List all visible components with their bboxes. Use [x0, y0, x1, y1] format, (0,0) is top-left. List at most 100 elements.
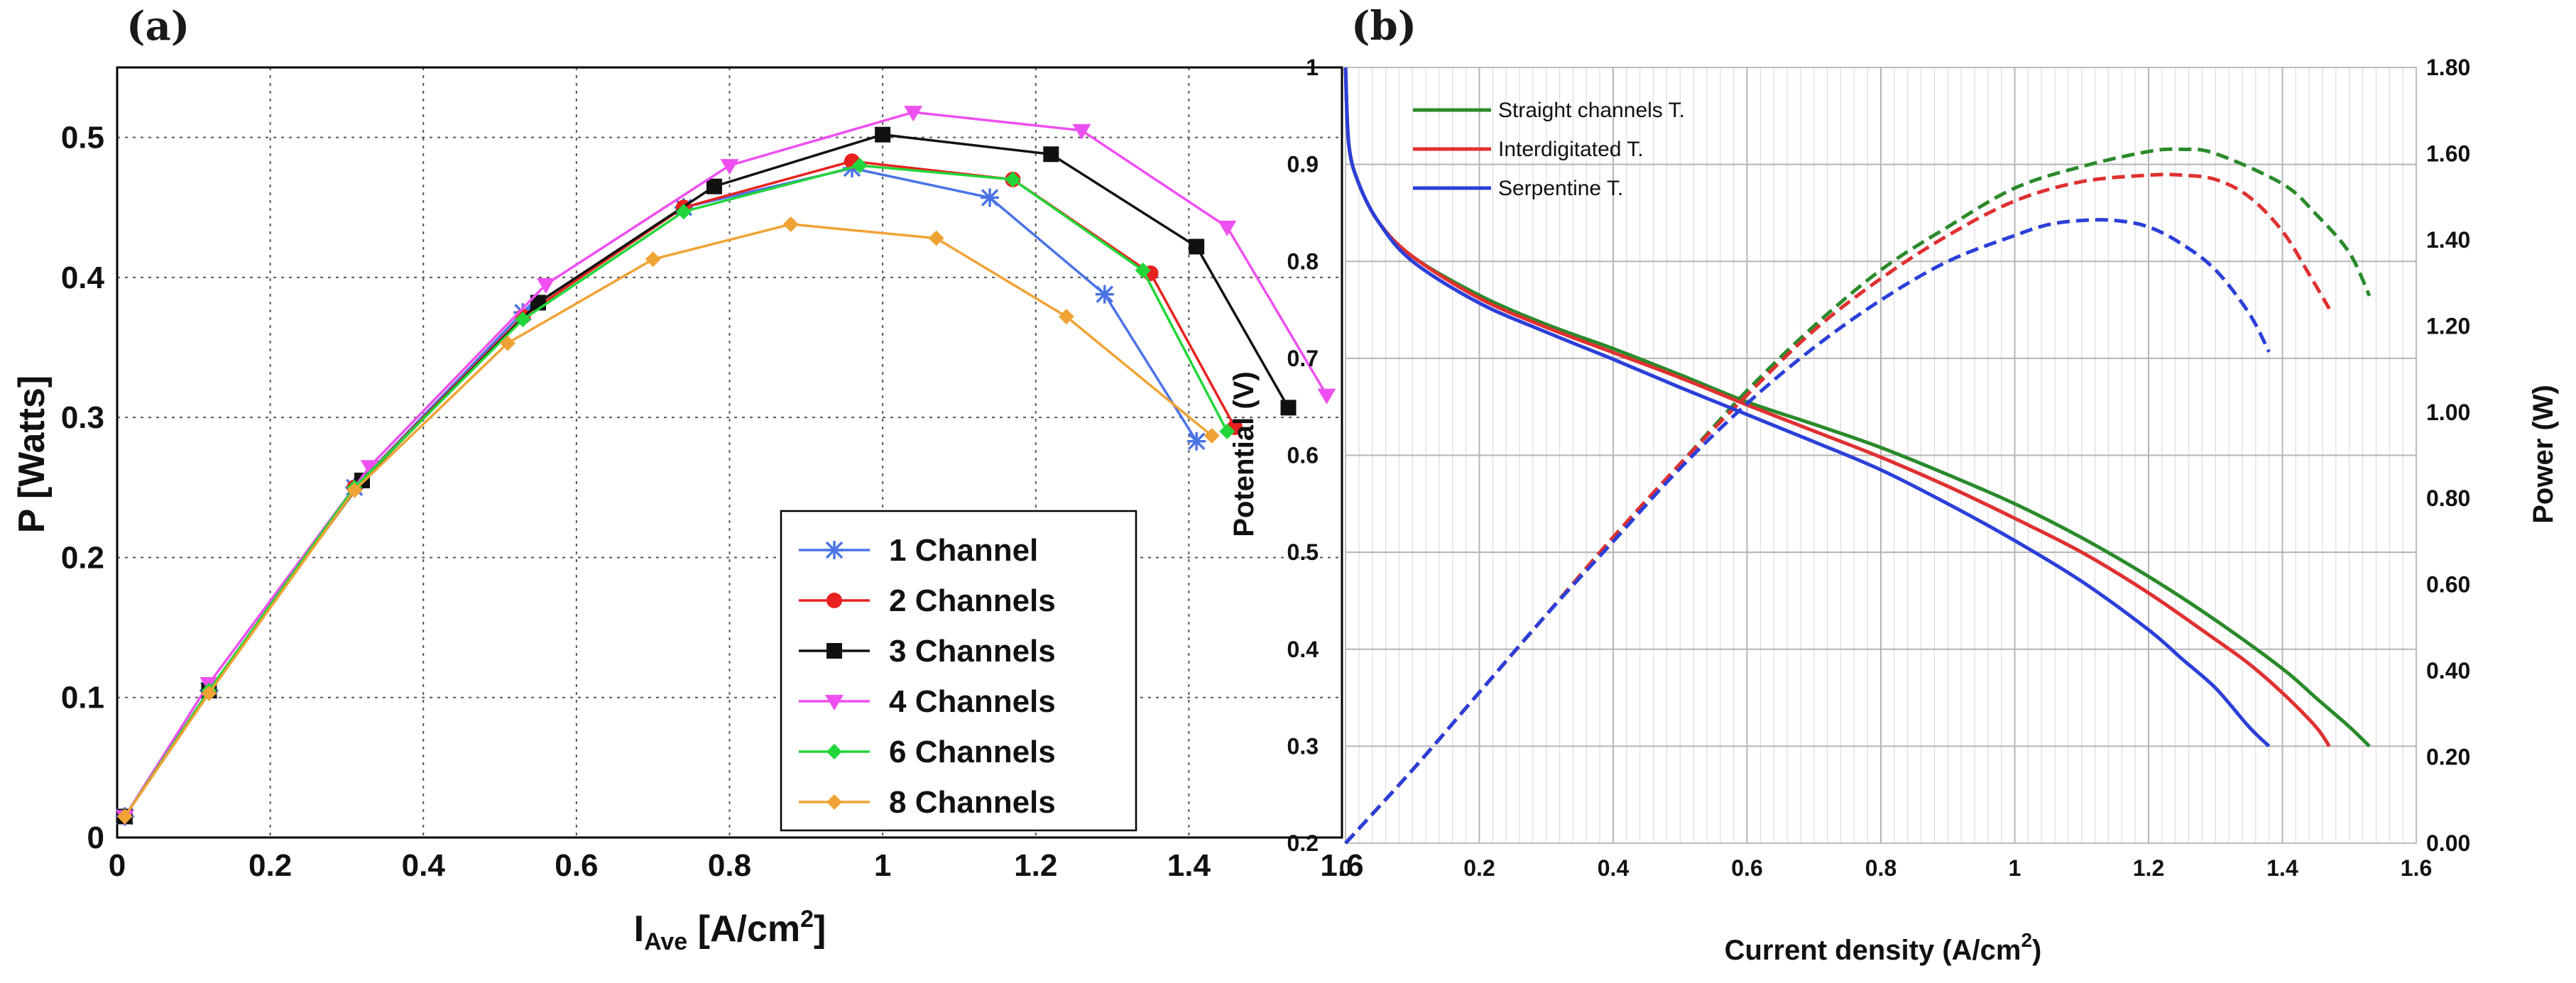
- panel-a-data-point: [706, 178, 722, 194]
- panel-a-data-point: [1219, 423, 1235, 439]
- panel-a-legend-label: 6 Channels: [889, 735, 1056, 769]
- panel-a-x-label-sub: Ave: [644, 928, 687, 955]
- panel-b-legend-item: Interdigitated T.: [1413, 138, 1644, 161]
- panel-a-data-point: [720, 159, 739, 175]
- panel-a-legend-marker: [826, 593, 842, 608]
- panel-b-legend-item: Serpentine T.: [1413, 177, 1623, 200]
- panel-a-x-ticks: 0 0.2 0.4 0.6 0.8 1 1.2 1.4 1.6: [109, 848, 1364, 883]
- panel-a-y-tick-label: 0.1: [61, 681, 104, 715]
- panel-b-potential-curve: [1343, 67, 2271, 748]
- panel-a-legend-item: 1 Channel: [799, 533, 1038, 568]
- panel-a-x-tick-label: 0: [109, 848, 126, 883]
- panel-b-x-tick-label: 0.6: [1731, 855, 1762, 881]
- panel-a-y-tick-label: 0.2: [61, 540, 104, 575]
- panel-a-data-point: [1218, 220, 1237, 236]
- panel-a-series-6: [116, 216, 1220, 825]
- panel-b-series: [1343, 67, 2372, 845]
- panel-a-legend: 1 Channel 2 Channels 3 Channels 4 Channels 6…: [780, 510, 1137, 832]
- panel-a-legend-item: 4 Channels: [799, 684, 1056, 719]
- panel-a-data-point: [1095, 285, 1114, 304]
- panel-a: (a) 0 0.2 0.4 0.6 0.8 1 1.2 1.4 1.6 00.10.20.30.…: [11, 3, 1364, 955]
- panel-a-x-label-rest: [A/cm: [687, 908, 800, 950]
- panel-b-y2-tick-label: 1.80: [2426, 55, 2470, 80]
- panel-a-x-tick-label: 0.4: [402, 848, 446, 883]
- panel-a-x-axis-label: IAve [A/cm2]: [634, 906, 826, 955]
- panel-b-legend-label: Straight channels T.: [1498, 99, 1685, 122]
- panel-a-legend-label: 1 Channel: [889, 533, 1038, 568]
- panel-a-data-point: [360, 460, 379, 476]
- panel-b-y-tick-label: 0.6: [1287, 443, 1319, 468]
- panel-b-y-tick-label: 0.8: [1287, 248, 1319, 274]
- panel-a-y-axis-label: P [Watts]: [11, 375, 53, 533]
- panel-a-data-point: [1280, 400, 1297, 416]
- panel-a-data-point: [981, 188, 1000, 207]
- panel-b-plot-frame: [1345, 67, 2417, 844]
- panel-b-power-curve: [1344, 218, 2271, 845]
- panel-a-data-point: [201, 685, 217, 701]
- panel-a-x-label-sup: 2: [800, 906, 814, 933]
- panel-a-legend-label: 8 Channels: [889, 785, 1056, 820]
- panel-b-y-tick-label: 0.3: [1287, 733, 1319, 759]
- panel-a-y-tick-label: 0.5: [61, 121, 104, 155]
- panel-a-x-tick-label: 0.8: [708, 848, 751, 883]
- panel-b-y2-tick-label: 0.40: [2426, 658, 2470, 683]
- panel-b-y-tick-label: 0.9: [1287, 152, 1319, 177]
- panel-a-legend-box: [780, 510, 1137, 832]
- panel-a-legend-marker: [826, 643, 842, 659]
- panel-a-y-ticks: 0 0.1 0.2 0.3 0.4 0.5: [61, 121, 105, 855]
- panel-a-y-tick-label: 0.4: [61, 260, 105, 295]
- panel-b-x-axis-label: Current density (A/cm2): [1725, 929, 2042, 966]
- panel-a-x-tick-label: 0.2: [249, 848, 292, 883]
- panel-a-legend-marker: [826, 744, 842, 759]
- panel-b-y-tick-label: 0.4: [1287, 637, 1319, 662]
- panel-a-data-point: [851, 158, 868, 174]
- panel-a-data-point: [346, 482, 363, 498]
- panel-b-y2-tick-label: 0.20: [2426, 745, 2470, 770]
- panel-b-y-tick-label: 0.2: [1287, 830, 1319, 856]
- panel-a-data-point: [536, 278, 555, 294]
- panel-b-y-ticks: 0.2 0.3 0.4 0.5 0.6 0.7 0.8 0.9 1: [1287, 55, 1319, 856]
- panel-a-data-point: [904, 106, 923, 122]
- panel-a-data-point: [1187, 432, 1206, 451]
- panel-a-data-point: [675, 204, 692, 220]
- panel-b-y-tick-label: 0.5: [1287, 539, 1319, 565]
- panel-b-x-tick-label: 1: [2009, 855, 2021, 881]
- panel-b-x-ticks: 0 0.2 0.4 0.6 0.8 1 1.2 1.4 1.6: [1339, 855, 2432, 881]
- panel-a-data-point: [1058, 309, 1074, 325]
- panel-a-data-point: [1204, 427, 1220, 444]
- panel-b-power-curve: [1344, 172, 2331, 845]
- panel-b-potential-curve: [1343, 67, 2331, 747]
- panel-a-legend-label: 4 Channels: [889, 684, 1056, 719]
- panel-a-data-point: [875, 126, 891, 143]
- panel-a-data-point: [515, 312, 531, 328]
- panel-a-series-line: [124, 111, 1328, 818]
- panel-a-data-point: [782, 216, 799, 232]
- panel-b-x-label-close: ): [2032, 935, 2041, 966]
- panel-a-x-tick-label: 1.6: [1320, 848, 1363, 883]
- panel-a-legend-marker: [825, 695, 844, 710]
- panel-a-data-point: [1189, 238, 1205, 255]
- panel-b-y2-tick-label: 1.00: [2426, 400, 2470, 425]
- panel-b-legend: Straight channels T. Interdigitated T. Ser…: [1413, 99, 1685, 200]
- panel-b-y2-axis-label: Power (W): [2528, 385, 2559, 524]
- panel-a-series-4: [115, 106, 1336, 826]
- panel-b-legend-label: Serpentine T.: [1498, 177, 1623, 200]
- panel-a-legend-marker: [825, 541, 844, 559]
- panel-a-y-tick-label: 0: [87, 820, 104, 855]
- panel-a-y-tick-label: 0.3: [61, 400, 104, 435]
- panel-b-legend-item: Straight channels T.: [1413, 99, 1685, 122]
- panel-a-x-tick-label: 1.2: [1014, 848, 1057, 883]
- panel-b-y2-tick-label: 1.40: [2426, 227, 2470, 253]
- panel-a-legend-label: 3 Channels: [889, 634, 1056, 669]
- panel-b-label: (b): [1351, 3, 1417, 50]
- panel-a-data-point: [1043, 146, 1059, 163]
- panel-a-legend-label: 2 Channels: [889, 583, 1056, 618]
- panel-a-data-point: [1005, 171, 1021, 187]
- panel-b-x-tick-label: 1.2: [2133, 855, 2164, 881]
- panel-b-x-tick-label: 1.4: [2266, 855, 2298, 881]
- panel-a-data-point: [116, 808, 133, 825]
- panel-a-legend-item: 2 Channels: [799, 583, 1056, 618]
- panel-a-x-tick-label: 1.4: [1167, 848, 1211, 883]
- panel-a-data-point: [645, 251, 661, 268]
- panel-a-legend-item: 3 Channels: [799, 634, 1056, 669]
